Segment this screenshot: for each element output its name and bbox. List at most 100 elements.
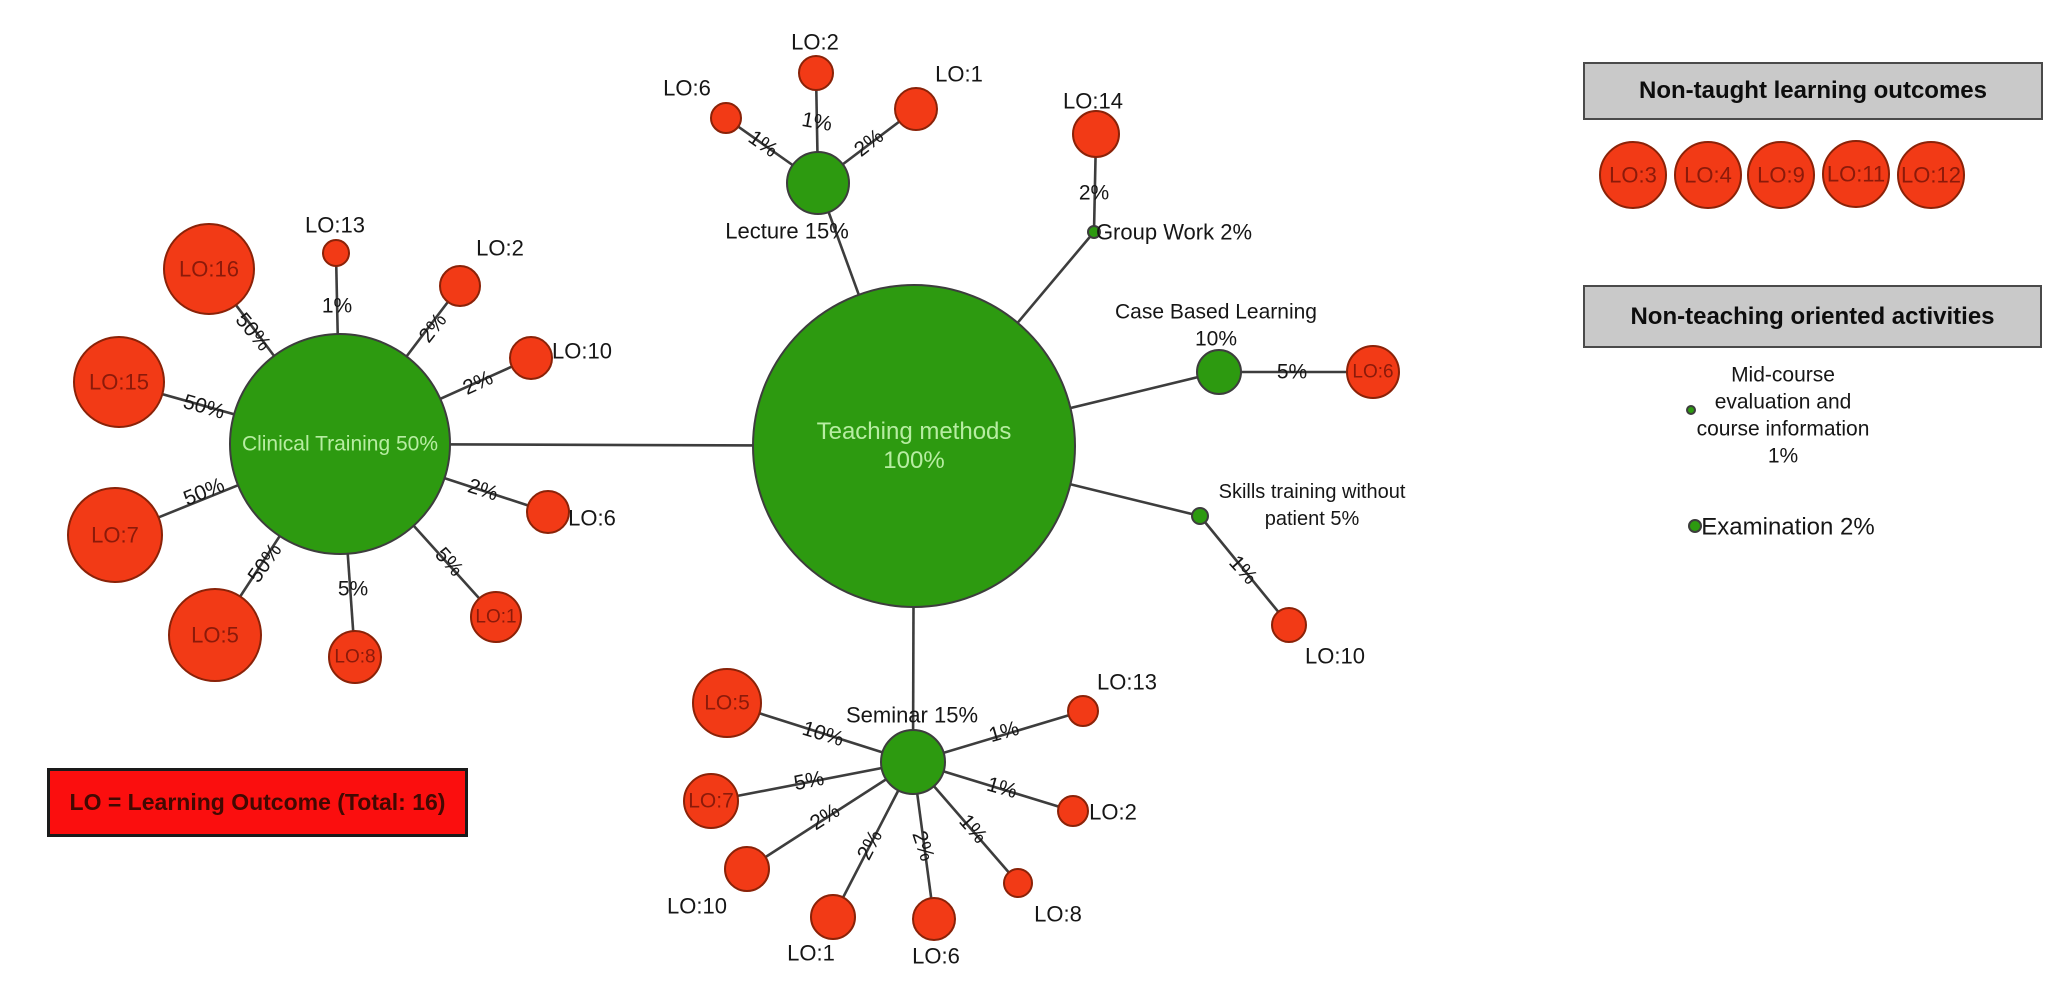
node-nt-lo3 — [1599, 141, 1667, 209]
label-sem-lo8: LO:8 — [1034, 902, 1082, 927]
label-sem-lo6: LO:6 — [912, 944, 960, 969]
pct-clinical-training-cl-lo10: 2% — [459, 366, 496, 400]
node-sem-lo1 — [810, 894, 856, 940]
node-cl-lo6 — [526, 490, 570, 534]
label-cl-lo1: LO:1 — [475, 607, 516, 628]
pct-case-based-learning-cbl-lo6: 5% — [1277, 361, 1307, 384]
label-lo14: LO:14 — [1063, 89, 1123, 114]
node-lec-lo2 — [798, 55, 834, 91]
label-nt-lo3: LO:3 — [1609, 163, 1657, 188]
label-clinical-training: Clinical Training 50% — [242, 433, 438, 456]
label-sem-lo13: LO:13 — [1097, 670, 1157, 695]
legend-box: LO = Learning Outcome (Total: 16) — [47, 768, 468, 837]
node-sem-lo2 — [1057, 795, 1089, 827]
label-sem-lo7: LO:7 — [688, 790, 734, 813]
label-cl-lo15: LO:15 — [89, 370, 149, 395]
label-case-based-learning: 10% — [1195, 328, 1237, 351]
label-cl-lo5: LO:5 — [191, 623, 239, 648]
pct-clinical-training-cl-lo13: 1% — [322, 295, 352, 318]
node-cbl-lo6 — [1346, 345, 1400, 399]
label-seminar: Seminar 15% — [846, 703, 978, 728]
pct-lecture-lec-lo6: 1% — [744, 126, 782, 162]
label-midcourse: evaluation and — [1715, 391, 1852, 414]
node-nt-lo12 — [1897, 141, 1965, 209]
node-cl-lo13 — [322, 239, 350, 267]
label-cl-lo8: LO:8 — [334, 647, 375, 668]
label-cbl-lo6: LO:6 — [1352, 362, 1393, 383]
node-skills-training — [1191, 507, 1209, 525]
node-midcourse — [1686, 405, 1696, 415]
label-lec-lo2: LO:2 — [791, 30, 839, 55]
pct-clinical-training-cl-lo6: 2% — [465, 474, 501, 505]
label-sem-lo5: LO:5 — [704, 692, 750, 715]
label-case-based-learning: Case Based Learning — [1115, 301, 1317, 324]
pct-seminar-sem-lo13: 1% — [986, 717, 1022, 747]
label-cl-lo6: LO:6 — [568, 506, 616, 531]
pct-seminar-sem-lo7: 5% — [792, 767, 826, 795]
node-lecture — [786, 151, 850, 215]
label-cl-lo2: LO:2 — [476, 236, 524, 261]
node-cl-lo15 — [73, 336, 165, 428]
node-sem-lo6 — [912, 897, 956, 941]
label-sem-lo1: LO:1 — [787, 941, 835, 966]
label-nt-lo9: LO:9 — [1757, 163, 1805, 188]
label-teaching-methods: 100% — [883, 447, 944, 474]
label-midcourse: 1% — [1768, 445, 1798, 468]
node-cl-lo1 — [470, 591, 522, 643]
label-teaching-methods: Teaching methods — [817, 418, 1012, 445]
pct-clinical-training-cl-lo7: 50% — [180, 473, 228, 510]
node-teaching-methods — [752, 284, 1076, 608]
node-lec-lo1 — [894, 87, 938, 131]
label-nt-lo11: LO:11 — [1827, 162, 1885, 187]
node-nt-lo4 — [1674, 141, 1742, 209]
node-seminar — [880, 729, 946, 795]
label-midcourse: course information — [1697, 418, 1870, 441]
label-nt-lo4: LO:4 — [1684, 163, 1732, 188]
non-teaching-activities-header: Non-teaching oriented activities — [1583, 285, 2042, 348]
label-cl-lo10: LO:10 — [552, 339, 612, 364]
node-group-work — [1087, 225, 1101, 239]
label-cl-lo16: LO:16 — [179, 257, 239, 282]
label-sem-lo2: LO:2 — [1089, 800, 1137, 825]
pct-lecture-lec-lo2: 1% — [800, 108, 834, 136]
node-sk-lo10 — [1271, 607, 1307, 643]
node-nt-lo9 — [1747, 141, 1815, 209]
pct-seminar-sem-lo6: 2% — [907, 828, 938, 864]
label-cl-lo7: LO:7 — [91, 523, 139, 548]
edge-seminar-sem-lo7 — [710, 760, 914, 803]
label-midcourse: Mid-course — [1731, 364, 1835, 387]
pct-group-work-lo14: 2% — [1079, 182, 1109, 205]
label-skills-training: patient 5% — [1265, 508, 1360, 530]
label-lecture: Lecture 15% — [725, 219, 849, 244]
node-cl-lo7 — [67, 487, 163, 583]
label-sem-lo10: LO:10 — [667, 894, 727, 919]
node-sem-lo8 — [1003, 868, 1033, 898]
node-case-based-learning — [1196, 349, 1242, 395]
edge-skills-training-sk-lo10 — [1198, 515, 1291, 626]
label-nt-lo12: LO:12 — [1901, 163, 1961, 188]
label-cl-lo13: LO:13 — [305, 213, 365, 238]
node-sem-lo7 — [683, 773, 739, 829]
label-examination: Examination 2% — [1701, 514, 1874, 541]
node-clinical-training — [229, 333, 451, 555]
node-examination — [1688, 519, 1702, 533]
node-lo14 — [1072, 110, 1120, 158]
label-skills-training: Skills training without — [1219, 481, 1406, 503]
pct-seminar-sem-lo10: 2% — [806, 799, 844, 835]
node-sem-lo5 — [692, 668, 762, 738]
label-group-work: Group Work 2% — [1096, 220, 1252, 245]
pct-clinical-training-cl-lo8: 5% — [338, 578, 368, 601]
node-cl-lo5 — [168, 588, 262, 682]
pct-clinical-training-cl-lo2: 2% — [415, 309, 452, 347]
label-lec-lo1: LO:1 — [935, 62, 983, 87]
label-sk-lo10: LO:10 — [1305, 644, 1365, 669]
pct-seminar-sem-lo1: 2% — [853, 826, 887, 863]
node-cl-lo8 — [328, 630, 382, 684]
node-cl-lo2 — [439, 265, 481, 307]
node-sem-lo13 — [1067, 695, 1099, 727]
node-sem-lo10 — [724, 846, 770, 892]
label-lec-lo6: LO:6 — [663, 76, 711, 101]
pct-clinical-training-cl-lo15: 50% — [181, 390, 228, 424]
